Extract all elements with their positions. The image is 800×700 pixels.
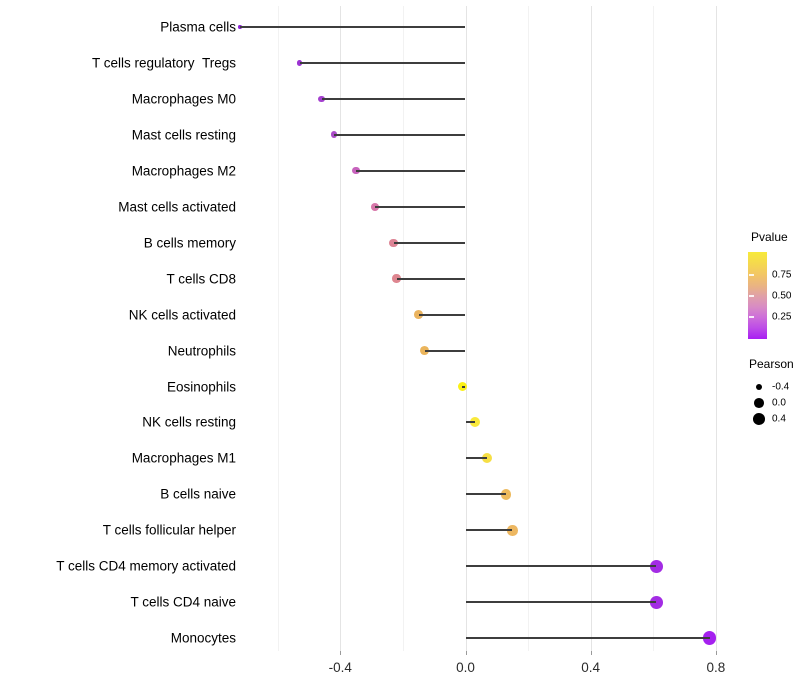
category-label: Macrophages M1 [131,450,236,466]
category-label: Mast cells activated [118,199,236,215]
pvalue-gradient-bar [748,252,767,339]
pearson-legend-title: Pearson [749,357,794,371]
category-label: Macrophages M2 [131,163,236,179]
lollipop-stem [424,349,466,352]
category-label: T cells follicular helper [102,522,236,538]
pvalue-legend-title: Pvalue [751,230,788,244]
major-gridline [340,6,342,651]
lollipop-dot [702,631,717,645]
lollipop-dot [238,25,242,29]
x-axis-tick [340,651,342,655]
category-label: NK cells activated [128,307,236,323]
category-label: Eosinophils [166,379,236,394]
lollipop-stem [334,133,466,136]
pvalue-bar-tick [749,295,754,297]
lollipop-stem [465,637,710,640]
pvalue-tick-label: 0.25 [772,311,792,323]
lollipop-stem [465,565,657,568]
category-label: Macrophages M0 [131,91,236,107]
pvalue-tick-label: 0.50 [772,290,792,302]
pearson-legend-label: -0.4 [772,381,790,393]
pearson-legend-label: 0.4 [772,413,786,425]
pvalue-bar-tick [749,274,754,276]
lollipop-stem [462,385,466,388]
lollipop-stem [393,241,466,244]
x-axis-tick [465,651,467,655]
lollipop-stem [321,97,466,100]
major-gridline [590,6,592,651]
lollipop-stem [240,26,466,28]
x-axis-tick-label: -0.4 [328,660,352,675]
x-axis-tick-label: 0.4 [581,660,601,675]
lollipop-dot [414,310,423,319]
lollipop-dot [650,595,663,609]
x-axis-tick-label: 0.0 [456,660,475,675]
category-label: T cells CD8 [166,271,236,287]
lollipop-stem [299,61,466,64]
category-label: Monocytes [170,630,236,646]
lollipop-stem [355,169,466,172]
x-axis-tick-label: 0.8 [706,660,726,675]
lollipop-stem [396,277,466,280]
category-label: B cells naive [160,486,236,502]
lollipop-stem [465,493,507,496]
category-label: NK cells resting [142,414,236,430]
minor-gridline [528,6,530,651]
lollipop-dot [330,131,338,139]
minor-gridline [402,6,404,651]
minor-gridline [653,6,655,651]
pearson-legend-dot [754,398,764,408]
lollipop-stem [374,205,466,208]
lollipop-dot [469,417,480,428]
lollipop-stem [465,601,657,604]
lollipop-stem [465,421,475,424]
pvalue-tick-label: 0.75 [772,269,792,281]
category-label: Neutrophils [167,343,236,359]
category-label: Plasma cells [160,19,236,35]
pearson-legend-dot [755,383,763,391]
lollipop-dot [650,559,663,573]
category-label: T cells CD4 memory activated [56,558,236,574]
category-label: Mast cells resting [131,127,236,143]
category-label: T cells regulatory Tregs [91,55,236,71]
pearson-legend-dot [753,413,765,425]
minor-gridline [277,6,279,651]
lollipop-dot [352,167,360,175]
x-axis-tick [715,651,717,655]
lollipop-stem [465,457,488,460]
lollipop-stem [418,313,466,316]
pearson-legend-label: 0.0 [772,397,786,409]
major-gridline [715,6,717,651]
lollipop-dot [318,95,325,103]
lollipop-stem [465,529,513,532]
category-label: T cells CD4 naive [130,594,236,610]
lollipop-dot [296,60,303,66]
category-label: B cells memory [143,235,236,251]
major-gridline [465,6,467,651]
pvalue-bar-tick [749,316,754,318]
x-axis-tick [590,651,592,655]
